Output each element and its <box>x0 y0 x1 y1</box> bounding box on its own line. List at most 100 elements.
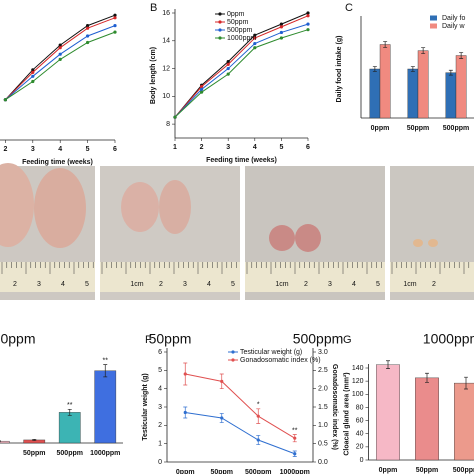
ruler-label: 2 <box>159 281 163 288</box>
y-tick-label: 40 <box>356 431 364 438</box>
y2-tick-label: 2.5 <box>318 367 328 374</box>
ruler-label: 3 <box>37 281 41 288</box>
y-axis-label: Testicular weight (g) <box>142 373 149 441</box>
point <box>279 36 283 40</box>
point <box>86 34 90 38</box>
error-bar <box>386 360 390 370</box>
x-tick-label: 500ppm <box>453 467 474 474</box>
point <box>306 14 310 18</box>
panel-letter: F <box>145 334 152 346</box>
x-tick-label: 0ppm <box>371 125 390 132</box>
x-tick-label: 500ppm <box>245 469 271 474</box>
annotation: ** <box>103 357 109 364</box>
point <box>220 416 224 420</box>
point <box>113 13 117 17</box>
y-tick-label: 1 <box>158 441 162 448</box>
bar <box>455 55 467 119</box>
point <box>86 26 90 30</box>
error-bar <box>103 364 108 378</box>
y-axis-label: Daily food intake (g) <box>336 36 343 103</box>
error-bar <box>448 69 453 76</box>
testis <box>34 168 86 248</box>
line <box>5 31 116 101</box>
point <box>200 87 204 91</box>
ruler <box>100 262 240 292</box>
y-tick-label: 10 <box>162 93 170 100</box>
x-tick-label: 500ppm <box>57 450 83 457</box>
bar <box>454 382 474 461</box>
panel-letter: G <box>343 334 352 346</box>
error-bar <box>67 408 72 416</box>
x-tick-label: 50ppm <box>210 469 233 474</box>
legend-swatch <box>430 15 437 21</box>
testis <box>413 239 423 247</box>
y-axis-label: Body length (cm) <box>150 47 157 104</box>
error-bar <box>410 66 415 72</box>
ruler-label: 5 <box>231 281 235 288</box>
testis <box>295 224 321 252</box>
y-tick-label: 3 <box>158 404 162 411</box>
testis <box>0 163 34 247</box>
x-tick-label: 0ppm <box>176 469 195 474</box>
y-axis-label: Cloacal gland area (mm²) <box>343 372 350 455</box>
point <box>220 379 224 383</box>
x-tick-label: 4 <box>253 144 257 151</box>
x-tick-label: 500ppm <box>443 125 469 132</box>
error-bar <box>0 440 1 443</box>
y-tick-label: 6 <box>158 349 162 356</box>
y-tick-label: 12 <box>162 65 170 72</box>
photo-label: 0ppm <box>0 331 35 347</box>
error-bar <box>459 52 464 59</box>
point <box>279 30 283 35</box>
x-tick-label: 5 <box>86 146 90 153</box>
legend-marker <box>218 28 222 32</box>
ruler-label: 2 <box>304 281 308 288</box>
y-tick-label: 8 <box>166 121 170 128</box>
point <box>58 43 62 47</box>
line <box>174 15 309 118</box>
legend-label: Daily fo <box>442 15 465 22</box>
legend-swatch <box>430 23 437 29</box>
y-tick-label: 14 <box>162 38 170 45</box>
y-tick-label: 5 <box>158 367 162 374</box>
y-tick-label: 80 <box>356 404 364 411</box>
y-tick-label: 140 <box>352 365 364 372</box>
panel-letter: C <box>345 2 353 14</box>
point <box>31 79 35 84</box>
x-tick-label: 6 <box>306 144 310 151</box>
legend-marker <box>218 12 222 16</box>
x-tick-label: 6 <box>113 146 117 153</box>
point <box>256 438 260 442</box>
ruler-label: 2 <box>432 281 436 288</box>
photo-label: 50ppm <box>149 331 192 347</box>
legend-label: 0ppm <box>227 11 245 18</box>
bar <box>0 440 10 444</box>
ruler-label: 1cm <box>403 281 416 288</box>
point <box>58 57 62 62</box>
ruler-label: 5 <box>85 281 89 288</box>
legend-marker <box>218 36 222 40</box>
annotation: ** <box>67 402 73 409</box>
error-bar <box>372 66 377 72</box>
line <box>174 12 309 118</box>
point <box>31 74 35 78</box>
point <box>279 25 283 29</box>
bar <box>417 50 429 119</box>
y2-tick-label: 1.5 <box>318 404 328 411</box>
error-bar <box>383 41 388 48</box>
point <box>226 66 230 71</box>
x-tick-label: 2 <box>200 144 204 151</box>
point <box>200 85 204 89</box>
point <box>306 28 310 32</box>
photo-label: 1000ppm <box>423 331 474 347</box>
y-tick-label: 0 <box>360 457 364 464</box>
point <box>253 41 257 46</box>
y2-tick-label: 1.0 <box>318 422 328 429</box>
bar <box>415 377 439 461</box>
y-tick-label: 0 <box>158 459 162 466</box>
point <box>293 452 297 456</box>
x-axis-label: Feeding time (weeks) <box>206 157 277 164</box>
point <box>183 410 187 415</box>
point <box>86 24 90 28</box>
